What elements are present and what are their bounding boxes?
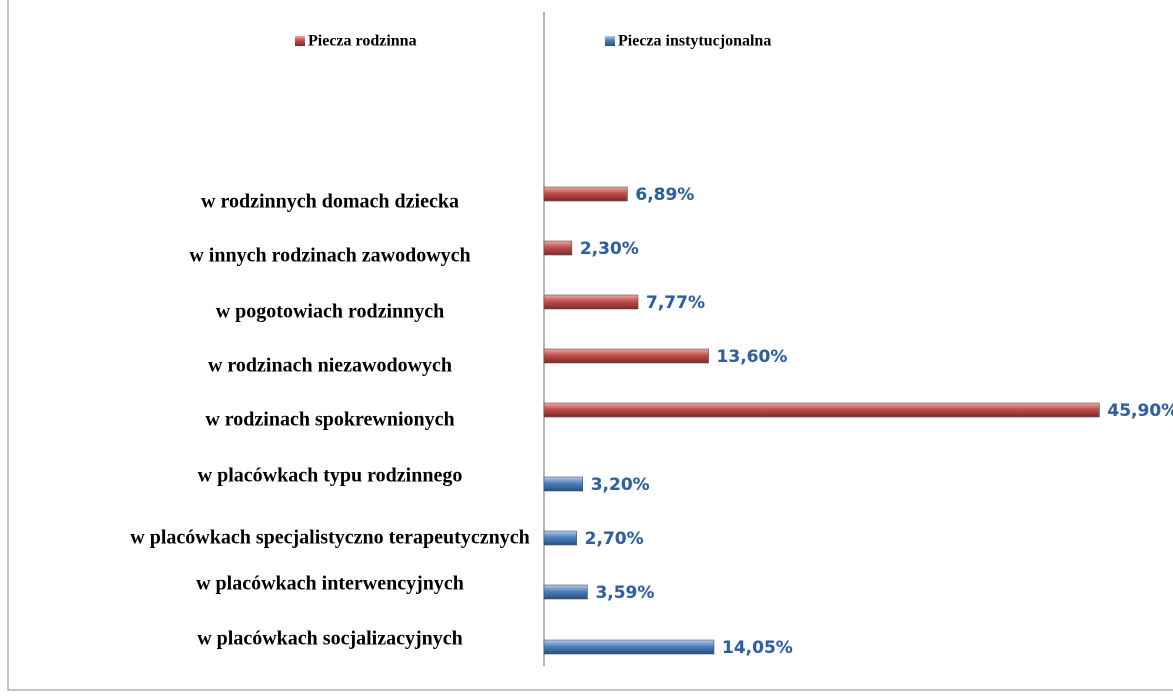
category-label: w rodzinach spokrewnionych — [205, 408, 455, 431]
value-label: 6,89% — [635, 185, 694, 205]
value-label: 3,20% — [591, 475, 650, 495]
value-label: 2,30% — [580, 239, 639, 259]
legend-label: Piecza instytucjonalna — [618, 33, 771, 50]
value-label: 2,70% — [585, 529, 644, 549]
category-label: w placówkach typu rodzinnego — [197, 464, 463, 487]
value-label: 14,05% — [722, 638, 793, 658]
category-label: w placówkach specjalistyczno terapeutycz… — [130, 526, 530, 549]
bar — [543, 402, 1100, 418]
value-label: 13,60% — [717, 347, 788, 367]
category-label: w innych rodzinach zawodowych — [189, 244, 471, 267]
bar — [543, 639, 715, 655]
bar — [543, 348, 709, 364]
legend-swatch — [295, 36, 305, 46]
bar — [543, 294, 639, 310]
bar — [543, 476, 584, 492]
category-label: w rodzinach niezawodowych — [207, 354, 453, 377]
value-label: 45,90% — [1107, 401, 1173, 421]
value-label: 3,59% — [595, 583, 654, 603]
category-label: w pogotowiach rodzinnych — [215, 300, 445, 323]
category-label: w placówkach socjalizacyjnych — [197, 627, 463, 650]
legend-label: Piecza rodzinna — [308, 33, 417, 50]
value-label: 7,77% — [646, 293, 705, 313]
category-label: w placówkach interwencyjnych — [196, 572, 464, 595]
legend-swatch — [605, 36, 615, 46]
bar — [543, 530, 577, 546]
bar — [543, 584, 588, 600]
frame — [7, 0, 1173, 691]
bar — [543, 186, 628, 202]
category-label: w rodzinnych domach dziecka — [201, 190, 459, 213]
bar — [543, 240, 573, 256]
